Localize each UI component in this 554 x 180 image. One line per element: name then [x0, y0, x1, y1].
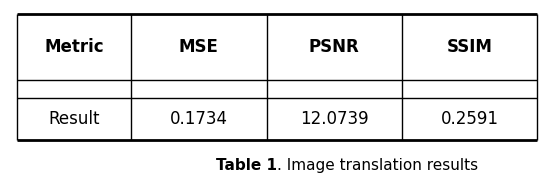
Text: PSNR: PSNR	[309, 38, 360, 56]
Text: Metric: Metric	[44, 38, 104, 56]
Text: Result: Result	[48, 110, 100, 128]
Text: . Image translation results: . Image translation results	[277, 158, 478, 173]
Text: 12.0739: 12.0739	[300, 110, 368, 128]
Text: Table 1: Table 1	[216, 158, 277, 173]
Text: SSIM: SSIM	[447, 38, 493, 56]
Text: 0.1734: 0.1734	[170, 110, 228, 128]
Text: MSE: MSE	[179, 38, 219, 56]
Text: 0.2591: 0.2591	[440, 110, 499, 128]
